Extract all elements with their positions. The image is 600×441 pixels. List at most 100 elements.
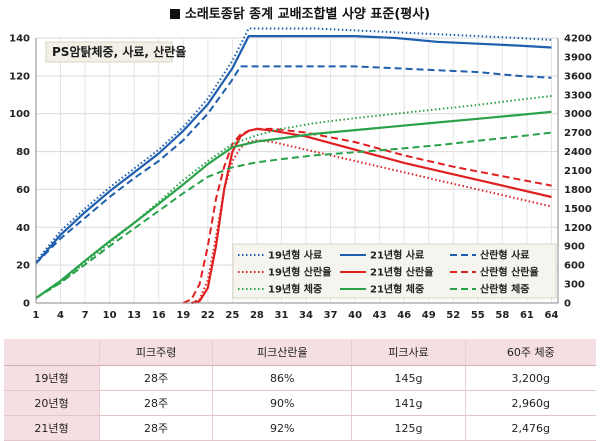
series-line-7 [35, 95, 552, 299]
series-line-6 [182, 127, 552, 304]
series-line-8 [35, 110, 552, 299]
y-tick-label-left: 40 [16, 223, 30, 234]
y-tick-label-right: 0 [564, 299, 571, 310]
y-tick-label-left: 100 [9, 109, 30, 120]
x-tick-label: 25 [225, 310, 239, 321]
x-tick-label: 10 [103, 310, 117, 321]
x-tick-label: 43 [373, 310, 387, 321]
x-tick-label: 31 [274, 310, 288, 321]
table-cell: 141g [351, 390, 466, 416]
series-line-1 [35, 27, 552, 263]
chart-title: 소래토종닭 종계 교배조합별 사양 표준(평사) [0, 3, 600, 22]
summary-header-cell: 피크사료 [351, 339, 466, 366]
y-tick-label-right: 2700 [564, 128, 592, 139]
x-tick-label: 37 [324, 310, 338, 321]
x-tick-label: 61 [520, 310, 534, 321]
series-line-4 [191, 139, 552, 304]
chart-title-text: 소래토종닭 종계 교배조합별 사양 표준(평사) [184, 7, 431, 22]
summary-header-cell: 60주 체중 [464, 339, 596, 366]
y-tick-label-left: 80 [16, 147, 30, 158]
table-cell: 28주 [99, 365, 213, 391]
table-cell: 86% [212, 365, 352, 391]
legend-label: 산란형 사료 [480, 249, 529, 262]
table-row: 21년형 28주 92% 125g 2,476g [4, 415, 596, 441]
x-tick-label: 34 [299, 310, 313, 321]
y-tick-label-right: 3300 [564, 90, 592, 101]
summary-header-cell: 피크산란율 [212, 339, 352, 366]
x-tick-label: 22 [201, 310, 215, 321]
y-axis-right: 0 300 600 900 1200 1500 1800 2100 2400 2700 3000 33… [557, 34, 592, 310]
table-row: 19년형 28주 86% 145g 3,200g [4, 365, 596, 391]
legend-label: 산란형 산란율 [480, 266, 539, 279]
y-tick-label-right: 900 [564, 242, 585, 253]
series-line-5 [191, 127, 552, 305]
table-row-label: 20년형 [4, 390, 100, 416]
x-tick-label: 28 [250, 310, 264, 321]
y-tick-label-right: 2100 [564, 166, 592, 177]
y-tick-label-right: 300 [564, 280, 585, 291]
x-tick-label: 52 [446, 310, 460, 321]
y-axis-left: 0 20 40 60 80 100 120 140 [9, 34, 37, 310]
x-axis: 1 4 7 10 13 16 19 22 25 28 31 34 37 40 43 46 49 52 55 58 61 6… [33, 302, 558, 321]
y-tick-label-right: 3600 [564, 71, 592, 82]
summary-table: 피크주령 피크산란율 피크사료 60주 체중 19년형 28주 86% 145g… [4, 339, 596, 441]
table-row-label: 21년형 [4, 415, 100, 441]
annotation-box-bg [45, 41, 173, 63]
y-tick-label-right: 4200 [564, 34, 592, 45]
y-tick-label-right: 1200 [564, 223, 592, 234]
x-tick-label: 64 [544, 310, 558, 321]
series-line-2 [35, 34, 552, 265]
x-tick-label: 1 [33, 310, 40, 321]
y-tick-label-right: 1500 [564, 204, 592, 215]
summary-header-row: 피크주령 피크산란율 피크사료 60주 체중 [4, 339, 596, 366]
legend-box [232, 243, 557, 299]
x-tick-label: 58 [495, 310, 509, 321]
table-cell: 28주 [99, 390, 213, 416]
y-tick-label-right: 2400 [564, 147, 592, 158]
x-tick-label: 7 [82, 310, 89, 321]
legend-label: 21년형 사료 [370, 249, 424, 262]
table-cell: 2,476g [464, 415, 596, 441]
legend-label: 19년형 산란율 [268, 266, 331, 279]
table-cell: 145g [351, 365, 466, 391]
x-tick-label: 19 [176, 310, 190, 321]
x-tick-label: 55 [471, 310, 485, 321]
x-tick-label: 16 [152, 310, 166, 321]
x-tick-label: 40 [348, 310, 362, 321]
y-tick-label-right: 3900 [564, 52, 592, 63]
table-cell: 125g [351, 415, 466, 441]
table-cell: 28주 [99, 415, 213, 441]
table-row: 20년형 28주 90% 141g 2,960g [4, 390, 596, 416]
summary-header-cell: 피크주령 [99, 339, 213, 366]
series-lines [35, 27, 552, 305]
y-tick-label-left: 120 [9, 71, 30, 82]
legend-label: 21년형 체중 [370, 283, 424, 296]
y-tick-label-left: 60 [16, 185, 30, 196]
annotation-text: PS암탉체중, 사료, 산란율 [52, 44, 186, 59]
table-cell: 92% [212, 415, 352, 441]
legend-label: 산란형 체중 [480, 283, 529, 296]
x-tick-label: 4 [57, 310, 64, 321]
y-tick-label-left: 0 [23, 299, 30, 310]
table-cell: 3,200g [464, 365, 596, 391]
x-tick-label: 49 [422, 310, 436, 321]
summary-header-cell [4, 339, 100, 366]
x-tick-label: 46 [397, 310, 411, 321]
square-bullet-icon [169, 9, 180, 19]
legend-label: 19년형 사료 [268, 249, 322, 262]
y-tick-label-right: 3000 [564, 109, 592, 120]
table-cell: 90% [212, 390, 352, 416]
annotation-box: PS암탉체중, 사료, 산란율 [45, 41, 186, 63]
y-tick-label-right: 600 [564, 261, 585, 272]
legend-label: 21년형 산란율 [370, 266, 433, 279]
x-tick-label: 13 [127, 310, 141, 321]
y-tick-label-right: 1800 [564, 185, 592, 196]
y-tick-label-left: 140 [9, 34, 30, 45]
y-tick-label-left: 20 [16, 261, 30, 272]
series-line-3 [35, 65, 552, 265]
table-row-label: 19년형 [4, 365, 100, 391]
table-cell: 2,960g [464, 390, 596, 416]
legend-label: 19년형 체중 [268, 283, 322, 296]
